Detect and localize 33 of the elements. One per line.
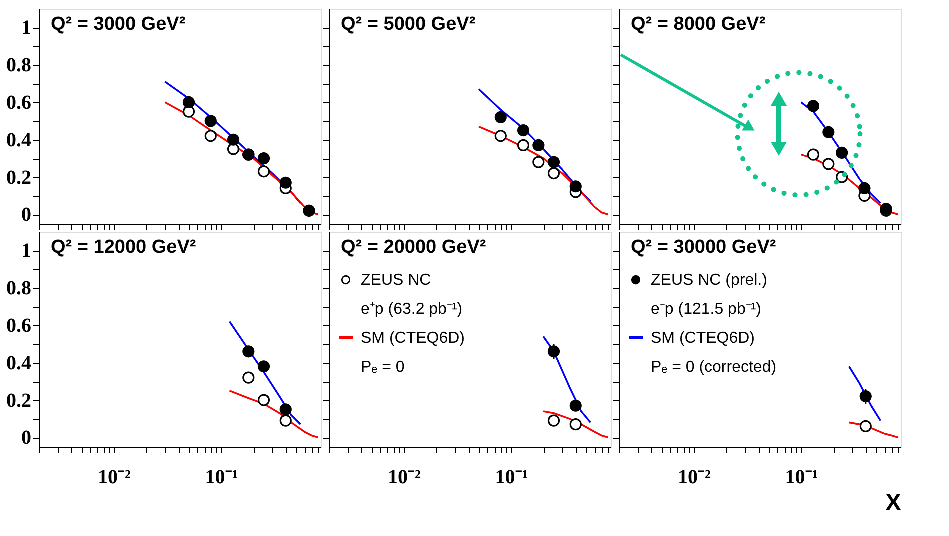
y-tick-label: 0.4 [6, 352, 32, 374]
chart-title: Q² = 8000 GeV² [631, 14, 766, 35]
legend-label: SM (CTEQ6D) [361, 330, 465, 347]
y-tick-label: 0.4 [6, 129, 32, 152]
chart-title: Q² = 5000 GeV² [341, 14, 476, 35]
x-tick-label: 10⁻¹ [785, 466, 818, 488]
legend-label: ZEUS NC (prel.) [651, 272, 768, 289]
x-axis-title: X [885, 490, 902, 516]
annotation: e⁺p (63.2 pb⁻¹) [361, 301, 463, 318]
x-tick-label: 10⁻¹ [205, 466, 238, 488]
legend-label: SM (CTEQ6D) [651, 330, 755, 347]
y-tick-label: 0.8 [6, 54, 32, 77]
y-tick-label: 0.8 [6, 278, 32, 300]
y-tick-label: 1 [22, 240, 32, 262]
chart-title: Q² = 30000 GeV² [631, 237, 776, 258]
y-tick-label: 0 [22, 204, 32, 226]
chart-title: Q² = 20000 GeV² [341, 237, 486, 258]
x-tick-label: 10⁻² [678, 466, 711, 488]
annotation: Pₑ = 0 (corrected) [651, 359, 777, 376]
x-tick-label: 10⁻² [98, 466, 131, 488]
y-tick-label: 0.2 [6, 166, 32, 189]
x-tick-label: 10⁻² [388, 466, 421, 488]
legend-label: ZEUS NC [361, 272, 432, 289]
y-tick-label: 0 [22, 427, 32, 450]
y-tick-label: 0.6 [6, 314, 32, 337]
annotation: e⁻p (121.5 pb⁻¹) [651, 301, 762, 318]
chart-title: Q² = 12000 GeV² [51, 237, 196, 258]
chart-title: Q² = 3000 GeV² [51, 14, 186, 35]
y-tick-label: 0.2 [6, 390, 32, 412]
y-tick-label: 0.6 [6, 92, 32, 114]
annotation: Pₑ = 0 [361, 359, 405, 376]
y-tick-label: 1 [22, 17, 32, 40]
x-tick-label: 10⁻¹ [495, 466, 528, 488]
